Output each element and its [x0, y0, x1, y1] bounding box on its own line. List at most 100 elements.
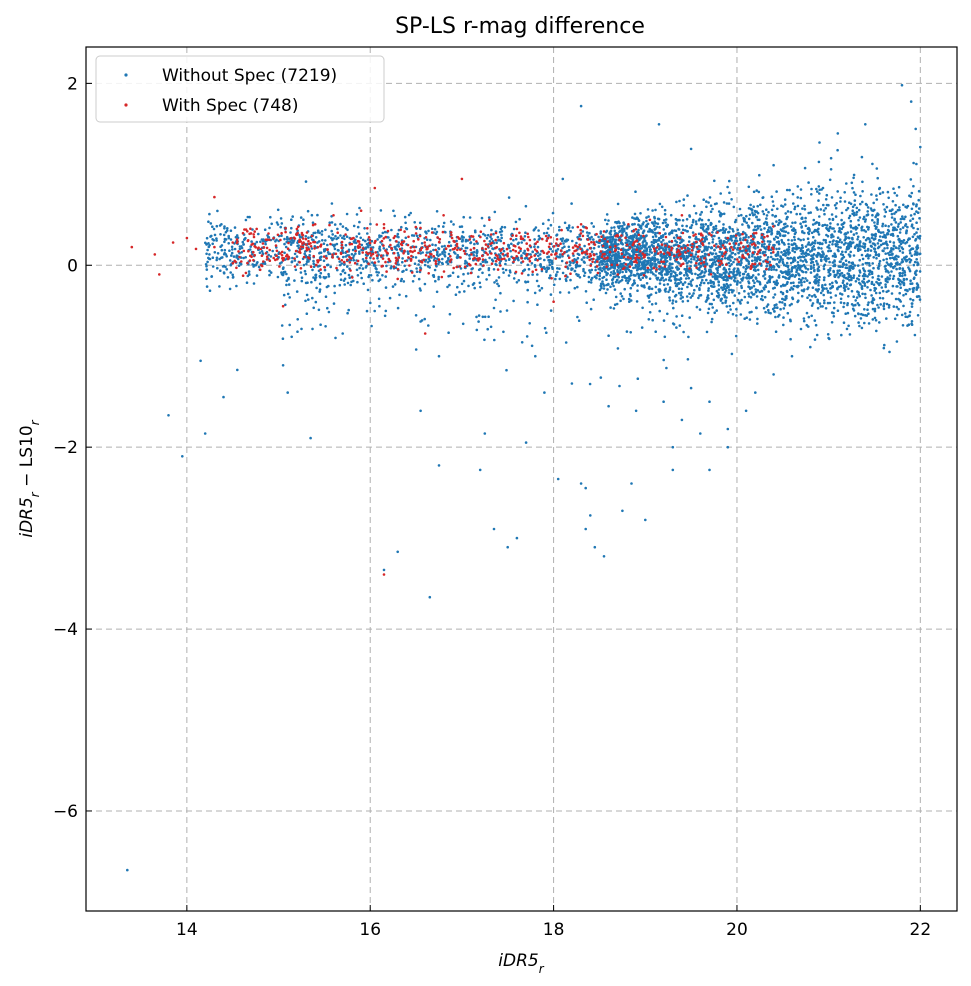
point-without-spec: [526, 263, 530, 267]
point-without-spec: [721, 301, 724, 305]
point-without-spec: [732, 230, 735, 233]
point-without-spec: [646, 256, 650, 260]
point-without-spec: [844, 241, 847, 245]
point-without-spec: [339, 222, 342, 226]
point-without-spec: [875, 329, 878, 333]
point-without-spec: [590, 222, 593, 225]
point-without-spec: [716, 267, 719, 271]
point-without-spec: [489, 325, 493, 329]
point-without-spec: [856, 290, 859, 293]
point-without-spec: [786, 270, 790, 274]
point-without-spec: [816, 208, 819, 211]
point-without-spec: [736, 248, 739, 251]
point-without-spec: [342, 234, 346, 238]
point-without-spec: [628, 254, 632, 258]
point-without-spec: [777, 274, 781, 277]
point-without-spec: [863, 270, 867, 273]
point-without-spec: [645, 282, 649, 285]
point-without-spec: [672, 306, 675, 310]
point-without-spec: [884, 264, 887, 268]
point-without-spec: [277, 255, 280, 259]
point-without-spec: [694, 253, 698, 256]
point-without-spec: [259, 240, 262, 244]
point-without-spec: [707, 307, 711, 311]
point-without-spec: [726, 278, 729, 282]
point-without-spec: [901, 215, 904, 218]
point-with-spec: [374, 251, 378, 254]
point-without-spec: [828, 301, 832, 305]
point-without-spec: [587, 280, 591, 284]
point-without-spec: [611, 282, 614, 286]
point-without-spec: [762, 286, 765, 290]
point-without-spec: [842, 301, 846, 305]
point-without-spec: [878, 262, 881, 266]
point-without-spec: [647, 259, 650, 263]
point-without-spec: [425, 238, 429, 241]
point-without-spec: [486, 327, 490, 331]
point-without-spec: [738, 271, 742, 274]
point-without-spec: [340, 262, 344, 265]
point-without-spec: [645, 247, 649, 250]
point-without-spec: [912, 184, 915, 188]
point-without-spec: [894, 297, 898, 301]
point-without-spec: [886, 280, 889, 284]
point-without-spec: [426, 261, 430, 264]
point-without-spec: [724, 289, 728, 292]
point-without-spec: [558, 291, 562, 294]
point-without-spec: [235, 254, 239, 257]
point-without-spec: [378, 245, 382, 249]
point-without-spec: [312, 259, 315, 263]
point-without-spec: [680, 291, 683, 294]
point-without-spec: [891, 252, 894, 256]
point-without-spec: [660, 240, 663, 244]
point-without-spec: [746, 224, 750, 227]
point-without-spec: [642, 221, 645, 224]
point-without-spec: [840, 218, 843, 222]
point-without-spec: [871, 298, 875, 302]
point-without-spec: [859, 202, 862, 206]
point-without-spec: [499, 227, 503, 231]
point-without-spec: [548, 263, 552, 267]
point-without-spec: [710, 280, 714, 284]
point-without-spec: [713, 227, 716, 231]
point-without-spec: [432, 274, 436, 277]
point-without-spec: [808, 293, 811, 297]
point-without-spec: [838, 226, 841, 230]
point-without-spec: [783, 203, 787, 206]
point-without-spec: [530, 344, 534, 348]
point-without-spec: [336, 268, 339, 272]
point-without-spec: [662, 228, 666, 231]
point-without-spec: [897, 297, 900, 301]
point-without-spec: [763, 250, 767, 254]
point-without-spec: [677, 282, 681, 285]
point-without-spec: [413, 274, 416, 278]
point-without-spec: [585, 231, 589, 234]
point-without-spec: [461, 244, 465, 247]
point-without-spec: [762, 212, 766, 216]
point-without-spec: [472, 238, 476, 241]
point-without-spec: [387, 236, 390, 239]
point-without-spec: [691, 294, 694, 298]
point-without-spec: [613, 265, 617, 268]
point-without-spec: [352, 224, 356, 228]
point-without-spec: [745, 276, 748, 279]
point-without-spec: [884, 210, 888, 214]
point-without-spec: [780, 270, 783, 274]
point-without-spec: [912, 226, 915, 230]
point-without-spec: [537, 284, 540, 288]
point-without-spec: [747, 281, 751, 285]
point-without-spec: [909, 214, 913, 217]
point-without-spec: [374, 266, 378, 270]
point-without-spec: [817, 281, 820, 284]
point-without-spec: [804, 259, 807, 262]
point-without-spec: [682, 330, 685, 334]
point-with-spec: [469, 271, 473, 275]
point-without-spec: [732, 245, 736, 249]
point-without-spec: [397, 243, 400, 247]
point-without-spec: [706, 224, 710, 228]
point-without-spec: [303, 269, 307, 273]
point-without-spec: [859, 317, 863, 320]
point-without-spec: [690, 257, 693, 261]
point-without-spec: [872, 255, 875, 259]
point-without-spec: [336, 236, 340, 240]
